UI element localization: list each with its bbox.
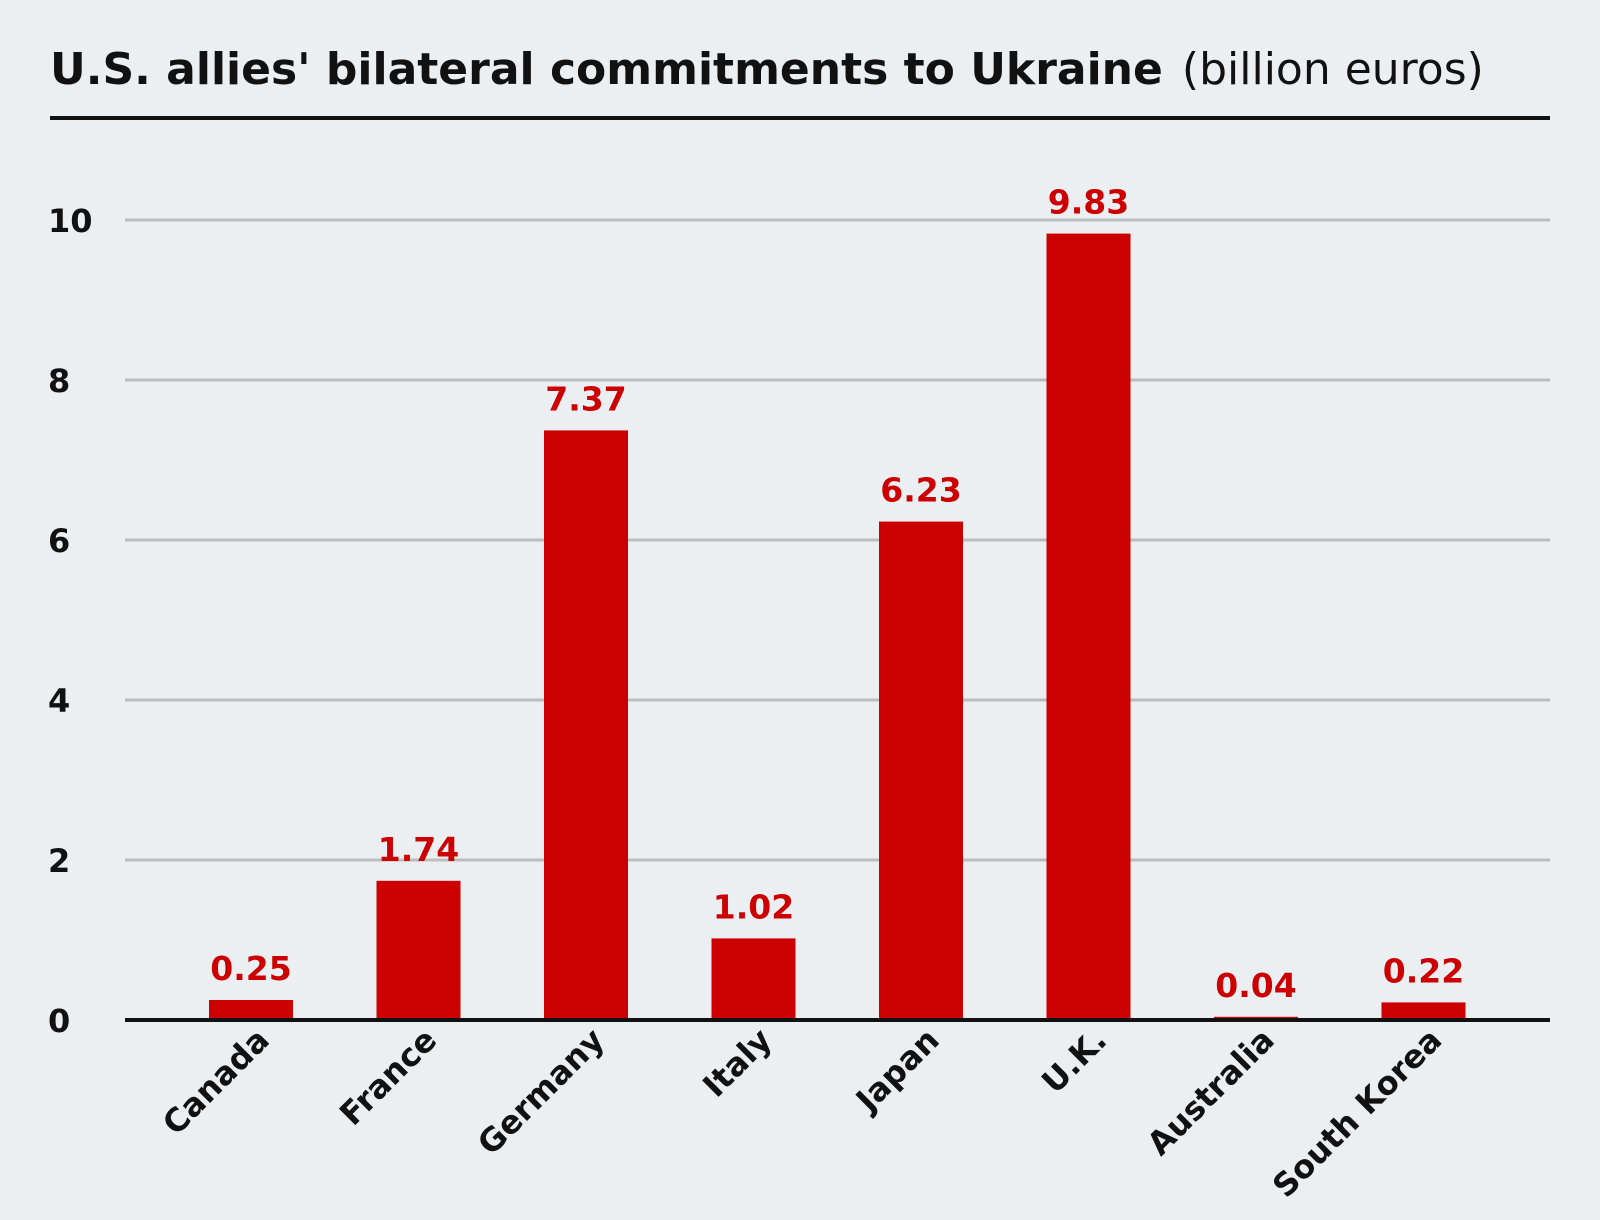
data-label: 0.04 [1215,966,1296,1005]
y-tick-label: 8 [48,362,70,400]
gridlines [125,218,1550,862]
data-label: 6.23 [880,471,961,510]
bar [209,1000,293,1020]
x-tick-label: South Korea [1265,1021,1449,1205]
bar [1381,1002,1466,1020]
data-label: 1.74 [378,830,459,869]
chart-title-line: U.S. allies' bilateral commitments to Uk… [50,44,1484,95]
x-tick-label: Germany [470,1021,612,1163]
data-label: 9.83 [1048,183,1129,222]
y-tick-label: 2 [48,842,70,880]
bar [376,880,461,1020]
data-label: 0.22 [1383,951,1464,990]
x-tick-label: Japan [847,1021,947,1121]
data-label: 0.25 [210,949,291,988]
x-tick-label: Australia [1140,1021,1282,1163]
y-tick-label: 10 [48,202,93,240]
y-tick-label: 0 [48,1002,70,1040]
data-label: 7.37 [545,379,626,418]
data-label: 1.02 [713,887,794,926]
chart-subtitle: (billion euros) [1182,44,1484,95]
bar [544,430,628,1020]
bars [209,233,1466,1021]
bar [879,521,963,1020]
value-labels: 0.25 1.74 7.37 1.02 6.23 9.83 0.04 0.22 [210,183,1464,1005]
x-axis-labels: Canada France Germany Italy Japan U.K. Austral… [155,1021,1449,1205]
y-tick-label: 4 [48,682,70,720]
chart-title: U.S. allies' bilateral commitments to Uk… [50,44,1163,95]
y-axis-ticks: 0 2 4 6 8 10 [48,202,93,1040]
y-tick-label: 6 [48,522,70,560]
x-tick-label: Canada [155,1021,277,1143]
x-tick-label: Italy [695,1021,779,1105]
bar [711,938,796,1020]
x-tick-label: U.K. [1034,1021,1114,1101]
bar [1046,233,1131,1021]
x-tick-label: France [332,1021,444,1133]
